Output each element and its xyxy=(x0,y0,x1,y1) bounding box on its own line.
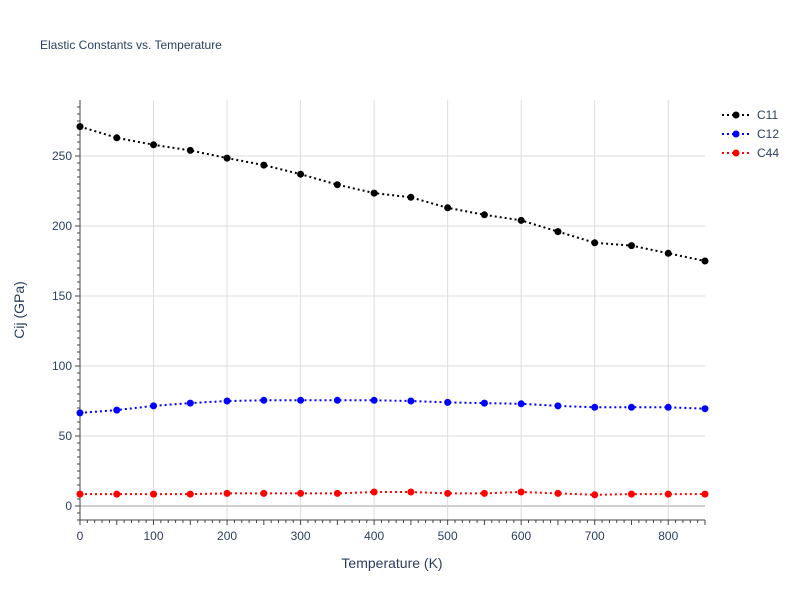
legend-item-c11[interactable]: C11 xyxy=(722,108,778,122)
y-tick-label: 100 xyxy=(52,359,72,373)
data-point[interactable] xyxy=(150,490,158,498)
data-point[interactable] xyxy=(186,490,194,498)
series-c44[interactable] xyxy=(76,488,709,499)
data-point[interactable] xyxy=(407,193,415,201)
series-line xyxy=(79,399,706,414)
legend-label: C44 xyxy=(757,146,779,160)
grid xyxy=(79,100,705,520)
data-point[interactable] xyxy=(223,489,231,497)
data-point[interactable] xyxy=(701,257,709,265)
data-point[interactable] xyxy=(370,396,378,404)
x-tick-label: 800 xyxy=(658,529,678,543)
legend[interactable]: C11 C12 C44 xyxy=(722,108,779,160)
legend-swatch-marker xyxy=(732,130,740,138)
data-point[interactable] xyxy=(444,489,452,497)
legend-swatch-marker xyxy=(732,149,740,157)
data-point[interactable] xyxy=(370,488,378,496)
x-tick-label: 200 xyxy=(217,529,237,543)
data-point[interactable] xyxy=(76,409,84,417)
data-point[interactable] xyxy=(664,490,672,498)
data-point[interactable] xyxy=(76,123,84,131)
legend-label: C11 xyxy=(757,108,778,122)
legend-item-c12[interactable]: C12 xyxy=(722,127,779,141)
y-tick-label: 200 xyxy=(52,219,72,233)
data-point[interactable] xyxy=(444,204,452,212)
y-tick-label: 250 xyxy=(52,149,72,163)
data-point[interactable] xyxy=(591,491,599,499)
data-point[interactable] xyxy=(554,402,562,410)
data-point[interactable] xyxy=(627,490,635,498)
x-axis-title: Temperature (K) xyxy=(341,555,442,571)
x-tick-label: 700 xyxy=(585,529,605,543)
y-axis-title: Cij (GPa) xyxy=(11,281,27,339)
data-point[interactable] xyxy=(407,488,415,496)
data-point[interactable] xyxy=(591,403,599,411)
legend-item-c44[interactable]: C44 xyxy=(722,146,779,160)
data-point[interactable] xyxy=(297,489,305,497)
y-tick-label: 50 xyxy=(59,429,73,443)
data-point[interactable] xyxy=(554,228,562,236)
data-point[interactable] xyxy=(664,403,672,411)
data-point[interactable] xyxy=(297,170,305,178)
data-point[interactable] xyxy=(260,161,268,169)
data-point[interactable] xyxy=(76,490,84,498)
y-tick-label: 150 xyxy=(52,289,72,303)
data-point[interactable] xyxy=(627,242,635,250)
data-point[interactable] xyxy=(150,402,158,410)
legend-swatch-marker xyxy=(732,111,740,119)
data-point[interactable] xyxy=(517,488,525,496)
series-group xyxy=(76,123,709,499)
data-point[interactable] xyxy=(333,396,341,404)
axes: 0 100 200 300 400 500 600 700 800 0 50 100 150 200 250 xyxy=(52,100,706,543)
data-point[interactable] xyxy=(554,489,562,497)
data-point[interactable] xyxy=(664,249,672,257)
data-point[interactable] xyxy=(333,181,341,189)
data-point[interactable] xyxy=(701,405,709,413)
data-point[interactable] xyxy=(407,397,415,405)
data-point[interactable] xyxy=(701,490,709,498)
data-point[interactable] xyxy=(113,490,121,498)
data-point[interactable] xyxy=(260,489,268,497)
data-point[interactable] xyxy=(297,396,305,404)
legend-label: C12 xyxy=(757,127,779,141)
data-point[interactable] xyxy=(480,399,488,407)
series-c12[interactable] xyxy=(76,396,709,417)
data-point[interactable] xyxy=(517,216,525,224)
data-point[interactable] xyxy=(517,400,525,408)
x-tick-label: 0 xyxy=(77,529,84,543)
data-point[interactable] xyxy=(186,146,194,154)
data-point[interactable] xyxy=(627,403,635,411)
data-point[interactable] xyxy=(260,396,268,404)
data-point[interactable] xyxy=(150,141,158,149)
chart-title: Elastic Constants vs. Temperature xyxy=(40,38,222,52)
x-tick-label: 300 xyxy=(291,529,311,543)
series-line xyxy=(79,125,706,262)
x-tick-label: 100 xyxy=(144,529,164,543)
data-point[interactable] xyxy=(444,398,452,406)
series-c11[interactable] xyxy=(76,123,709,265)
x-tick-label: 400 xyxy=(364,529,384,543)
data-point[interactable] xyxy=(480,211,488,219)
data-point[interactable] xyxy=(370,189,378,197)
data-point[interactable] xyxy=(223,397,231,405)
data-point[interactable] xyxy=(113,406,121,414)
data-point[interactable] xyxy=(223,154,231,162)
data-point[interactable] xyxy=(186,399,194,407)
x-tick-label: 600 xyxy=(511,529,531,543)
data-point[interactable] xyxy=(113,134,121,142)
data-point[interactable] xyxy=(333,489,341,497)
data-point[interactable] xyxy=(480,489,488,497)
x-tick-label: 500 xyxy=(438,529,458,543)
y-tick-label: 0 xyxy=(65,499,72,513)
series-line xyxy=(80,490,705,496)
data-point[interactable] xyxy=(591,239,599,247)
